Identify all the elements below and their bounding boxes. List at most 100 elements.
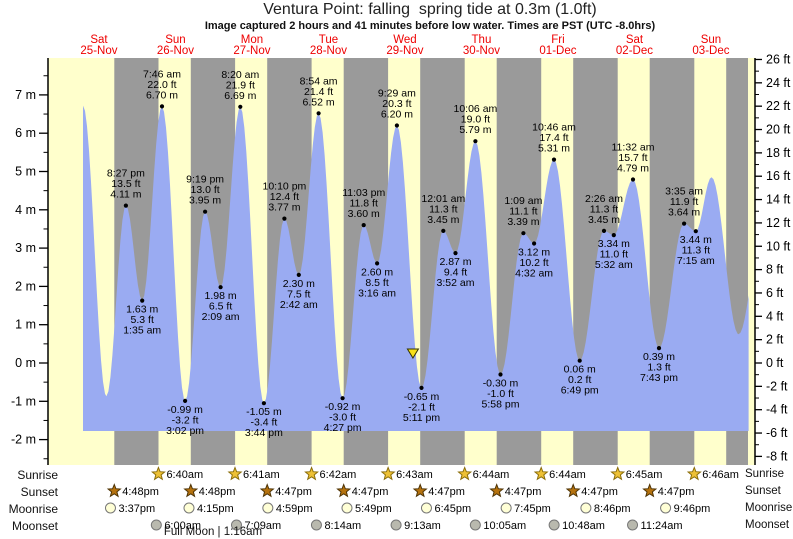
moonrise-icon (183, 502, 195, 514)
sun-moon-time: 9:13am (404, 520, 441, 532)
tide-label: 2.60 m (361, 266, 393, 278)
moonset-row-label: Moonset (11, 519, 58, 533)
tide-label: 11.1 ft (509, 206, 537, 218)
moonset-icon (230, 519, 242, 531)
tide-dot (630, 177, 636, 182)
tide-dot (551, 157, 557, 162)
sun-moon-time: 4:47pm (581, 486, 618, 498)
left-axis-tick-label: 4 m (15, 203, 36, 217)
right-axis-tick-label: 16 ft (766, 169, 791, 183)
tide-label: 3.39 m (507, 216, 539, 228)
sun-moon-time: 6:43am (396, 469, 433, 481)
tide-label: 5.31 m (538, 143, 570, 155)
tide-dot (183, 398, 188, 403)
sun-moon-time: 4:47pm (505, 486, 542, 498)
tide-label: 19.0 ft (461, 114, 490, 126)
tide-label: 3:35 am (665, 186, 703, 198)
tide-label: 7:43 pm (640, 372, 678, 384)
sun-moon-time: 3:37pm (118, 503, 155, 515)
day-date-label: 30-Nov (463, 45, 500, 57)
day-date-label: 27-Nov (233, 45, 270, 57)
moonrise-icon (341, 502, 353, 514)
day-date-label: 03-Dec (692, 45, 729, 57)
sunrise-icon (533, 466, 549, 481)
tide-label: 2.30 m (283, 278, 315, 290)
tide-label: 3.45 m (427, 214, 459, 226)
tide-label: 3.95 m (189, 195, 221, 207)
tide-dot (218, 285, 223, 290)
moonset-row-label-right: Moonset (745, 519, 790, 531)
tide-label: 8:27 pm (107, 168, 145, 180)
tide-label: 8.5 ft (365, 277, 388, 289)
tide-label: 0.2 ft (568, 374, 591, 386)
left-axis-tick-label: 5 m (15, 165, 36, 179)
day-label: Sun (701, 34, 721, 46)
left-axis-tick-label: -2 m (11, 433, 36, 447)
moonrise-row-label-right: Moonrise (745, 502, 793, 514)
sunrise-icon (227, 466, 243, 481)
tide-label: 3.45 m (588, 214, 620, 226)
tide-label: 20.3 ft (382, 98, 411, 110)
tide-label: 10:06 am (454, 103, 498, 115)
tide-label: 12.4 ft (270, 191, 299, 203)
moonrise-icon (420, 502, 432, 514)
right-axis-tick-label: 22 ft (766, 99, 791, 113)
tide-label: 9.4 ft (444, 267, 467, 279)
tide-label: -2.1 ft (408, 401, 435, 413)
sun-moon-time: 8:14am (324, 520, 361, 532)
right-axis-tick-label: 24 ft (766, 76, 791, 90)
tide-label: 3.64 m (668, 207, 700, 219)
tide-label: 3:44 pm (245, 427, 283, 439)
day-label: Wed (393, 34, 416, 46)
tide-label: 10:46 am (532, 122, 576, 134)
moonset-icon (390, 519, 402, 531)
sun-moon-time: 4:48pm (199, 486, 236, 498)
tide-dot (656, 346, 662, 351)
sunrise-icon (457, 466, 473, 481)
tide-dot (316, 111, 321, 116)
tide-label: 13.0 ft (190, 184, 219, 196)
sun-moon-time: 5:49pm (355, 503, 392, 515)
tide-label: 12:01 am (421, 193, 465, 205)
tide-dot (140, 298, 145, 303)
tide-label: -3.0 ft (329, 412, 356, 424)
tide-label: 21.4 ft (304, 86, 333, 98)
right-axis-tick-label: 2 ft (766, 333, 784, 347)
tide-label: 2:26 am (585, 193, 623, 205)
tide-label: 4.11 m (110, 189, 142, 201)
tide-label: 10:10 pm (263, 181, 307, 193)
sun-moon-time: 6:45pm (434, 503, 471, 515)
tide-curve (83, 105, 749, 431)
tide-dot (394, 123, 399, 128)
full-moon-note: Full Moon | 1:16am (163, 526, 263, 538)
tide-label: 7:46 am (143, 68, 181, 80)
tide-label: 0.39 m (643, 351, 675, 363)
day-date-label: 28-Nov (310, 45, 347, 57)
sun-moon-time: 6:45am (626, 469, 663, 481)
sun-moon-time: 4:47pm (658, 486, 695, 498)
tide-label: -1.05 m (246, 406, 282, 418)
sun-moon-time: 6:42am (320, 469, 357, 481)
tide-dot (453, 251, 458, 256)
day-label: Thu (472, 34, 492, 46)
left-axis-tick-label: 2 m (15, 279, 36, 293)
tide-label: 21.9 ft (226, 79, 255, 91)
tide-dot (238, 104, 243, 109)
tide-label: 10.2 ft (519, 257, 548, 269)
tide-dot (340, 396, 345, 401)
day-label: Sun (165, 34, 185, 46)
tide-label: 5.3 ft (131, 314, 154, 326)
sun-moon-time: 4:15pm (197, 503, 234, 515)
sunset-icon (412, 483, 428, 498)
tide-label: -0.92 m (325, 401, 361, 413)
tide-label: 3:16 am (358, 287, 396, 299)
day-date-label: 29-Nov (386, 45, 423, 57)
capture-time-marker-icon (406, 348, 420, 359)
tide-label: 15.7 ft (618, 152, 647, 164)
tide-label: 4:27 pm (324, 422, 362, 434)
day-label: Fri (551, 34, 564, 46)
day-date-label: 01-Dec (539, 45, 576, 57)
moonrise-icon (262, 502, 274, 514)
tide-label: 9:19 pm (186, 174, 224, 186)
moonrise-icon (660, 502, 672, 514)
